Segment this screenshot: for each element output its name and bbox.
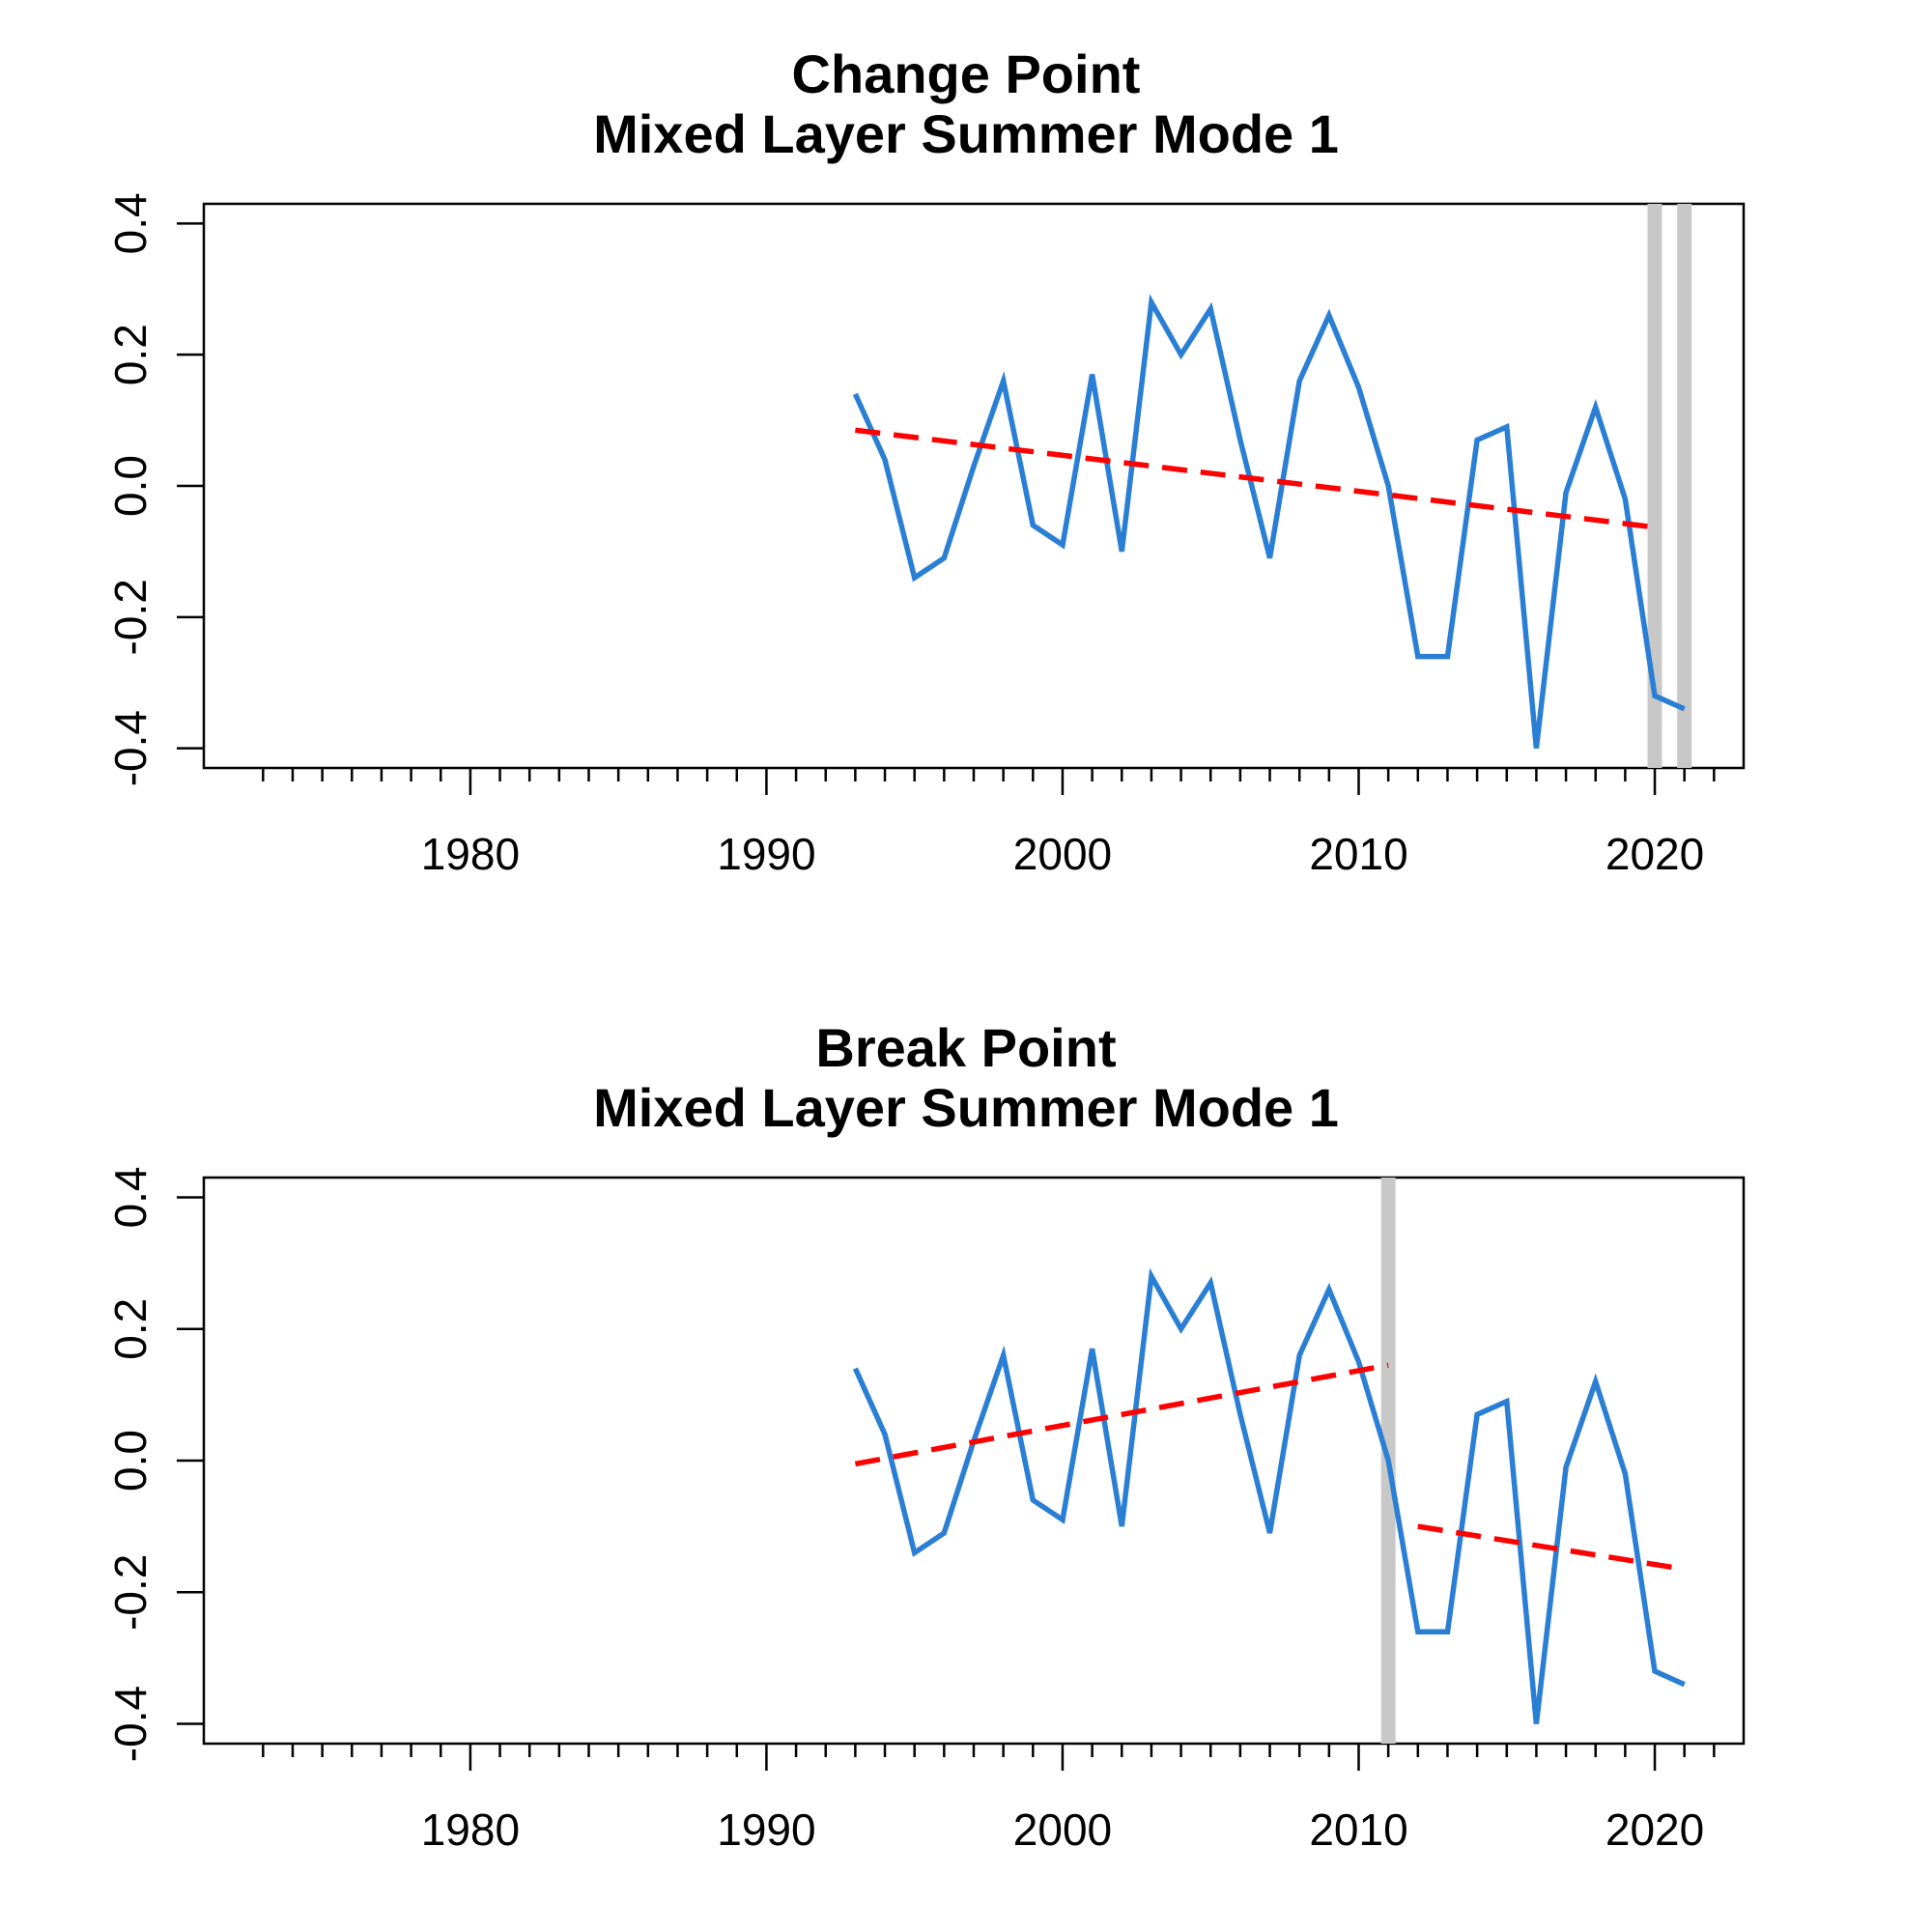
x-tick-label: 2010 (1309, 1804, 1407, 1855)
panel-subtitle: Mixed Layer Summer Mode 1 (593, 1077, 1339, 1138)
x-tick-label: 1990 (717, 1804, 815, 1855)
panel-title: Break Point (815, 1017, 1116, 1078)
break-point-panel: Break Point Mixed Layer Summer Mode 1 19… (105, 1017, 1746, 1855)
x-tick-label: 1980 (421, 1804, 520, 1855)
x-tick-label: 1990 (717, 829, 815, 879)
y-tick-label: 0.2 (105, 1298, 156, 1360)
series-line (852, 1267, 1686, 1724)
panel-title: Change Point (792, 43, 1141, 104)
y-tick-label: 0.0 (105, 1430, 156, 1492)
y-tick-label: -0.2 (105, 1554, 156, 1631)
trend-line (855, 427, 1656, 530)
panel-subtitle: Mixed Layer Summer Mode 1 (593, 103, 1339, 164)
trend-line (1417, 1523, 1686, 1573)
y-tick-label: -0.4 (105, 1686, 156, 1762)
y-tick-label: -0.4 (105, 710, 156, 786)
x-tick-label: 2020 (1605, 829, 1704, 879)
y-tick-label: -0.2 (105, 579, 156, 655)
y-tick-label: 0.0 (105, 455, 156, 517)
change-point-panel: Change Point Mixed Layer Summer Mode 1 1… (105, 43, 1746, 879)
x-tick-label: 2000 (1013, 829, 1112, 879)
y-tick-label: 0.4 (105, 192, 156, 254)
y-tick-label: 0.4 (105, 1166, 156, 1228)
x-tick-label: 2020 (1605, 1804, 1704, 1855)
series-line (852, 294, 1686, 749)
x-tick-label: 1980 (421, 829, 520, 879)
trend-line (854, 1362, 1389, 1467)
x-tick-label: 2000 (1013, 1804, 1112, 1855)
x-tick-label: 2010 (1309, 829, 1407, 879)
y-tick-label: 0.2 (105, 324, 156, 385)
